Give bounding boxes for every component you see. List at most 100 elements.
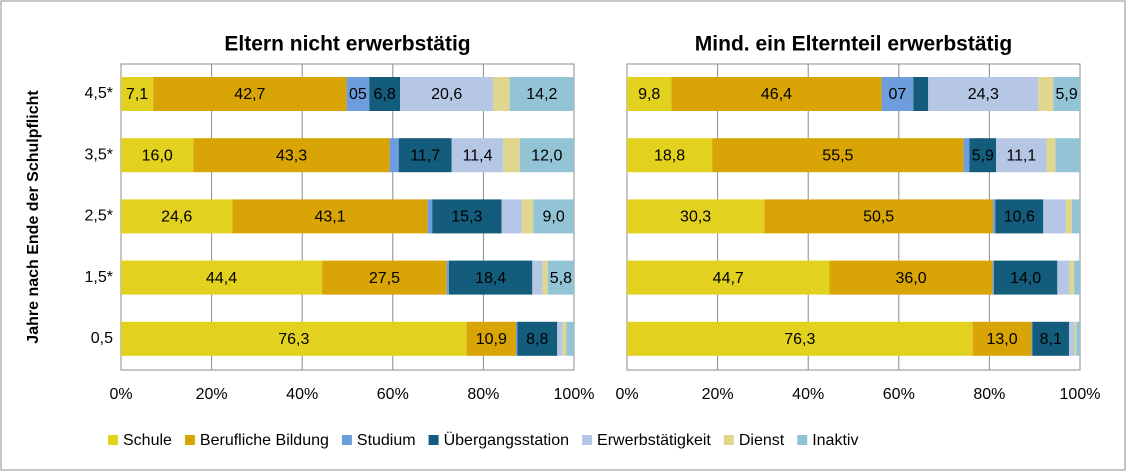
data-label: 14,0 bbox=[1010, 270, 1041, 287]
data-label: 11,7 bbox=[410, 147, 440, 164]
x-tick-label: 20% bbox=[196, 386, 228, 403]
bar-segment bbox=[913, 77, 929, 111]
legend-swatch bbox=[797, 435, 808, 445]
data-label: 44,7 bbox=[713, 270, 744, 287]
bar-segment bbox=[627, 138, 713, 173]
bar-segment bbox=[1069, 260, 1075, 295]
bar-segment bbox=[521, 199, 534, 234]
bar-segment bbox=[1069, 321, 1075, 356]
bar-segment bbox=[1043, 199, 1066, 234]
legend-swatch bbox=[723, 435, 734, 445]
data-label: 10,6 bbox=[1004, 209, 1035, 226]
bar-segment bbox=[712, 138, 964, 173]
data-label: 76,3 bbox=[278, 331, 309, 348]
data-label: 5,8 bbox=[550, 270, 572, 287]
data-label: 27,5 bbox=[369, 270, 400, 287]
x-tick-label: 0% bbox=[615, 386, 638, 403]
bar-segment bbox=[1065, 199, 1072, 234]
bar-segment bbox=[928, 77, 1039, 111]
bar-segment bbox=[627, 321, 973, 356]
data-label: 5,9 bbox=[1056, 86, 1078, 103]
data-label: 55,5 bbox=[822, 147, 853, 164]
bar-segment bbox=[1032, 321, 1070, 356]
bar-segment bbox=[446, 260, 449, 295]
bar-segment bbox=[1053, 77, 1080, 111]
x-tick-label: 40% bbox=[286, 386, 318, 403]
data-label: 11,4 bbox=[463, 147, 493, 164]
legend-swatch bbox=[428, 435, 439, 445]
x-tick-label: 60% bbox=[883, 386, 915, 403]
bar-segment bbox=[547, 260, 574, 295]
data-label: 5,9 bbox=[972, 147, 994, 164]
bar-segment bbox=[121, 77, 154, 111]
data-label: 14,2 bbox=[526, 86, 557, 103]
x-tick-label: 80% bbox=[973, 386, 1005, 403]
bar-segment bbox=[448, 260, 533, 295]
x-tick-label: 60% bbox=[377, 386, 409, 403]
bar-segment bbox=[516, 321, 518, 356]
bar-segment bbox=[566, 321, 574, 356]
legend-label: Erwerbstätigkeit bbox=[597, 432, 711, 449]
bar-segment bbox=[993, 260, 1058, 295]
y-tick-label: 2,5* bbox=[85, 208, 113, 225]
bar-segment bbox=[369, 77, 401, 111]
bar-segment bbox=[1046, 138, 1056, 173]
data-label: 15,3 bbox=[451, 209, 482, 226]
legend-swatch bbox=[341, 435, 352, 445]
x-tick-label: 80% bbox=[467, 386, 499, 403]
bar-segment bbox=[1057, 260, 1070, 295]
bar-segment bbox=[764, 199, 994, 234]
bar-segment bbox=[466, 321, 517, 356]
bar-segment bbox=[232, 199, 428, 234]
bar-segment bbox=[993, 199, 996, 234]
bar-segment bbox=[533, 199, 574, 234]
bar-segment bbox=[1031, 321, 1033, 356]
bar-segment bbox=[1071, 199, 1080, 234]
y-tick-label: 3,5* bbox=[85, 146, 113, 163]
bar-segment bbox=[1038, 77, 1054, 111]
bar-segment bbox=[427, 199, 433, 234]
legend-swatch bbox=[108, 435, 118, 445]
bar-segment bbox=[398, 138, 452, 173]
bar-segment bbox=[627, 77, 672, 111]
legend-label: Dienst bbox=[739, 432, 785, 449]
bar-segment bbox=[532, 260, 543, 295]
bar-segment bbox=[671, 77, 882, 111]
legend-label: Berufliche Bildung bbox=[200, 432, 329, 449]
bar-segment bbox=[995, 199, 1044, 234]
data-label: 6,8 bbox=[374, 86, 396, 103]
data-label: 11,1 bbox=[1006, 147, 1036, 164]
bar-segment bbox=[992, 260, 994, 295]
data-label: 44,4 bbox=[206, 270, 237, 287]
bar-segment bbox=[969, 138, 997, 173]
bar-segment bbox=[346, 77, 370, 111]
bar-segment bbox=[501, 199, 522, 234]
bar-segment bbox=[503, 138, 520, 173]
bar-segment bbox=[432, 199, 502, 234]
data-label: 76,3 bbox=[784, 331, 815, 348]
legend-label: Inaktiv bbox=[812, 432, 858, 449]
bar-segment bbox=[322, 260, 447, 295]
data-label: 24,3 bbox=[968, 86, 999, 103]
bar-segment bbox=[400, 77, 494, 111]
legend-label: Übergangsstation bbox=[444, 431, 569, 449]
bar-segment bbox=[1055, 138, 1080, 173]
bar-segment bbox=[517, 321, 558, 356]
bar-segment bbox=[153, 77, 347, 111]
data-label: 20,6 bbox=[431, 86, 462, 103]
data-label: 46,4 bbox=[761, 86, 792, 103]
data-label: 7,1 bbox=[126, 86, 148, 103]
legend-label: Studium bbox=[357, 432, 416, 449]
bar-segment bbox=[493, 77, 510, 111]
legend-label: Schule bbox=[123, 432, 172, 449]
bar-segment bbox=[881, 77, 914, 111]
bar-segment bbox=[121, 260, 323, 295]
data-label: 8,1 bbox=[1040, 331, 1062, 348]
data-label: 50,5 bbox=[863, 209, 894, 226]
data-label: 13,0 bbox=[987, 331, 1018, 348]
y-tick-label: 0,5 bbox=[91, 330, 113, 347]
data-label: 18,8 bbox=[654, 147, 685, 164]
chart-title: Eltern nicht erwerbstätig bbox=[224, 33, 470, 56]
x-tick-label: 100% bbox=[1060, 386, 1101, 403]
